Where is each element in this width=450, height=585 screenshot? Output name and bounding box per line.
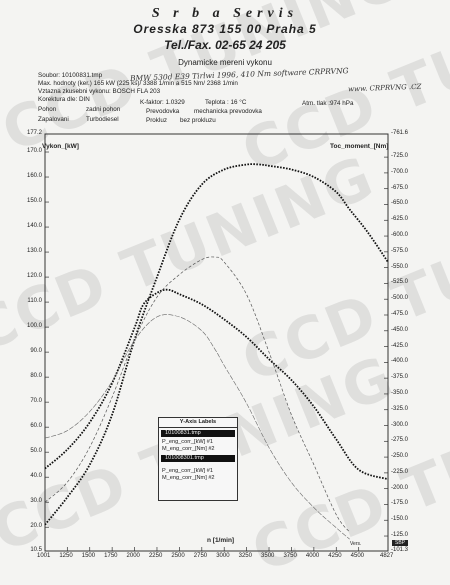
document-subtitle: Dynamicke mereni vykonu (178, 58, 272, 67)
x-tick-label: 4500 (350, 553, 365, 559)
y-right-tick-label: -101.3 (391, 547, 409, 553)
y-left-tick-label: 40.0 (30, 473, 42, 480)
info-zapalovani-label: Zapalovani (38, 116, 69, 123)
y-right-tick-label: -425.0 (391, 342, 409, 349)
legend-series-3: P_eng_corr_[kW] #1 (162, 468, 213, 474)
y-right-tick-label: -761.6 (391, 130, 409, 136)
x-tick-label: 4250 (328, 553, 342, 559)
company-address: Oresska 873 155 00 Praha 5 (133, 22, 317, 36)
y-right-tick-label: -625.0 (391, 216, 409, 223)
info-prokluz-value: bez prokluzu (180, 117, 216, 124)
y-left-tick-label: 10.5 (30, 547, 42, 553)
y-left-tick-label: 90.0 (30, 348, 42, 355)
x-tick-label: 2500 (171, 553, 185, 559)
x-tick-label: 1250 (59, 553, 73, 559)
y-right-tick-label: -150.0 (391, 516, 409, 523)
info-korektura: Korektura dle: DIN (38, 96, 90, 103)
x-tick-label: 2000 (126, 553, 140, 559)
x-tick-label: 3500 (261, 553, 275, 559)
y-left-tick-label: 110.0 (27, 298, 42, 305)
info-prevodovka-label: Prevodovka (146, 108, 180, 115)
legend-file-1: 10100831.tmp (161, 430, 235, 437)
y-left-tick-label: 20.0 (30, 523, 42, 530)
y-left-tick-label: 120.0 (26, 273, 42, 280)
x-tick-label: 1001 (37, 553, 51, 559)
y-left-tick-label: 177.2 (26, 130, 42, 136)
y-right-tick-label: -375.0 (391, 374, 409, 381)
y-left-tick-label: 80.0 (30, 373, 42, 380)
y-left-tick-label: 160.0 (26, 173, 42, 180)
y-right-tick-label: -500.0 (391, 295, 409, 302)
legend-title: Y-Axis Labels (159, 418, 237, 428)
legend-series-1: P_eng_corr_[kW] #1 (162, 439, 213, 445)
y-right-tick-label: -275.0 (391, 437, 409, 444)
company-phone: Tel./Fax. 02-65 24 205 (164, 38, 286, 52)
series-line-4 (44, 314, 350, 540)
x-tick-label: 4000 (305, 553, 320, 559)
dyno-chart (44, 133, 389, 552)
y-left-tick-label: 100.0 (26, 323, 42, 330)
y-right-tick-label: -350.0 (391, 389, 409, 396)
footer-logo: SBP (392, 540, 409, 546)
x-tick-label: 3250 (238, 553, 252, 559)
y-left-tick-label: 130.0 (26, 248, 42, 255)
y-right-tick-label: -400.0 (391, 358, 409, 365)
x-tick-label: 2750 (193, 553, 208, 559)
info-kfaktor: K-faktor: 1.0329 (140, 99, 185, 106)
x-tick-label: 3000 (216, 553, 230, 559)
x-tick-label: 4827 (380, 553, 394, 559)
y-right-tick-label: -575.0 (391, 247, 409, 254)
y-right-tick-label: -325.0 (391, 405, 409, 412)
plot-frame (44, 133, 389, 552)
info-norm: Vztazna zkusebni vykonu: BOSCH FLA 203 (38, 88, 161, 95)
y-left-tick-label: 150.0 (26, 198, 42, 205)
info-pohon-value: zadni pohon (86, 106, 121, 113)
y-right-tick-label: -250.0 (391, 453, 409, 460)
y-right-tick-label: -175.0 (391, 500, 409, 507)
y-right-tick-label: -550.0 (391, 263, 409, 270)
y-left-tick-label: 60.0 (30, 423, 42, 430)
y-right-tick-label: -450.0 (391, 326, 409, 333)
info-tlak: Atm. tlak :974 hPa (302, 100, 354, 107)
y-right-tick-label: -125.0 (391, 532, 409, 539)
left-axis-label: Vykon_[kW] (42, 143, 79, 150)
y-axis-legend: Y-Axis Labels 10100831.tmp P_eng_corr_[k… (158, 417, 238, 501)
x-tick-label: 1750 (104, 553, 118, 559)
legend-file-2: 101008301.tmp (161, 455, 235, 462)
y-left-tick-label: 140.0 (26, 223, 42, 230)
footer-version: Vers. (350, 541, 362, 547)
x-tick-label: 1500 (81, 553, 96, 559)
y-right-tick-label: -525.0 (391, 279, 409, 286)
info-pohon-label: Pohon (38, 106, 57, 113)
x-tick-label: 2250 (148, 553, 163, 559)
y-right-tick-label: -675.0 (391, 184, 409, 191)
right-axis-label: Toc_moment_[Nm] (330, 143, 389, 150)
y-left-tick-label: 50.0 (30, 448, 42, 455)
y-right-tick-label: -300.0 (391, 421, 409, 428)
y-right-tick-label: -700.0 (391, 168, 409, 175)
info-zapalovani-value: Turbodiesel (86, 116, 119, 123)
y-right-tick-label: -475.0 (391, 310, 409, 317)
x-axis-label: n [1/min] (207, 537, 235, 544)
y-right-tick-label: -725.0 (391, 153, 409, 160)
x-tick-label: 3750 (283, 553, 297, 559)
series-line-2 (44, 288, 389, 481)
y-left-tick-label: 70.0 (30, 398, 42, 405)
y-left-tick-label: 170.0 (26, 148, 42, 154)
series-line-1 (44, 163, 389, 526)
y-left-tick-label: 30.0 (30, 498, 42, 505)
info-max-values: Max. hodnoty (ker.) 165 kW (225 ks)/ 338… (38, 80, 238, 87)
y-right-tick-label: -650.0 (391, 200, 409, 207)
company-name: S r b a Servis (151, 6, 299, 21)
legend-series-4: M_eng_corr_[Nm] #2 (162, 475, 215, 481)
info-prevodovka-value: mechanicka prevodovka (194, 108, 262, 115)
y-right-tick-label: -600.0 (391, 232, 409, 239)
info-soubor: Soubor: 10100831.tmp (38, 72, 103, 79)
info-teplota: Teplota : 16 °C (205, 99, 247, 106)
info-prokluz-label: Prokluz (146, 117, 167, 124)
legend-series-2: M_eng_corr_[Nm] #2 (162, 446, 215, 452)
y-right-tick-label: -200.0 (391, 484, 409, 491)
y-right-tick-label: -225.0 (391, 468, 409, 475)
